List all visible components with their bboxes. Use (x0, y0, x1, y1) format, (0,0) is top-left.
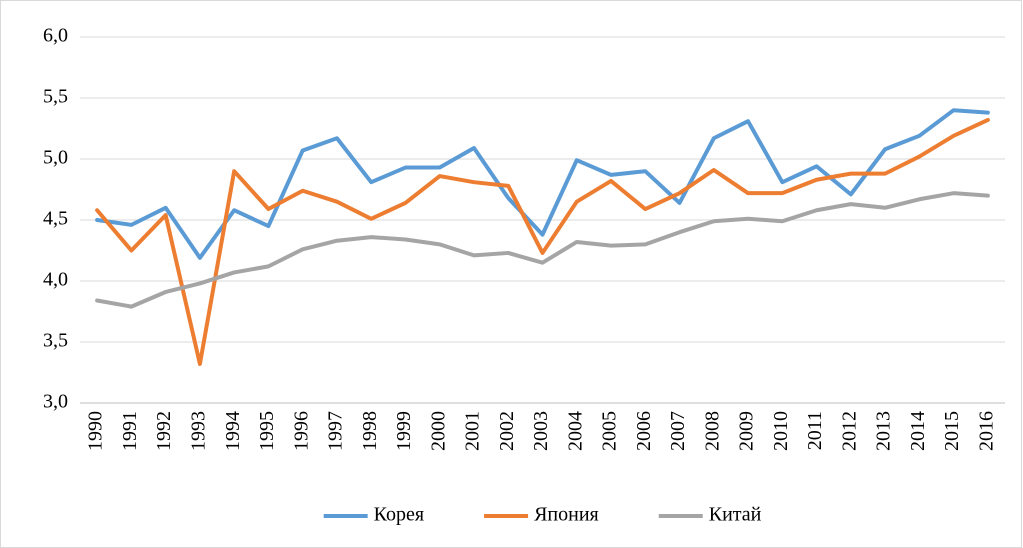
series-line (95, 117, 990, 366)
x-tick-label: 1994 (222, 411, 244, 451)
x-tick-label: 1993 (188, 411, 210, 451)
x-tick-label: 2003 (530, 411, 552, 451)
y-tick-label: 5,5 (43, 86, 68, 108)
y-tick-label: 6,0 (43, 25, 68, 47)
x-tick-label: 1992 (153, 411, 175, 451)
x-tick-label: 2008 (701, 411, 723, 451)
x-tick-label: 1991 (119, 411, 141, 451)
x-tick-label: 1996 (290, 411, 312, 451)
x-tick-label: 2010 (770, 411, 792, 451)
legend-label: Корея (374, 504, 424, 526)
x-tick-label: 1990 (85, 411, 107, 451)
x-tick-label: 2009 (736, 411, 758, 451)
y-tick-label: 4,5 (43, 208, 68, 230)
x-tick-label: 2016 (975, 411, 997, 451)
x-tick-label: 2002 (496, 411, 518, 451)
x-tick-label: 2007 (667, 411, 689, 451)
x-tick-label: 2006 (633, 411, 655, 451)
x-tick-label: 2012 (838, 411, 860, 451)
x-tick-label: 2011 (804, 411, 826, 450)
x-tick-label: 2004 (564, 411, 586, 451)
y-tick-label: 3,5 (43, 330, 68, 352)
x-tick-label: 2013 (873, 411, 895, 451)
x-tick-label: 1995 (256, 411, 278, 451)
x-tick-label: 2014 (907, 411, 929, 451)
legend-label: Китай (709, 504, 762, 526)
y-tick-label: 5,0 (43, 147, 68, 169)
y-tick-label: 4,0 (43, 269, 68, 291)
x-tick-label: 2001 (462, 411, 484, 451)
series-line (95, 191, 990, 309)
series-line (95, 108, 990, 260)
x-tick-label: 2000 (427, 411, 449, 451)
x-tick-label: 2015 (941, 411, 963, 451)
x-tick-label: 1997 (325, 411, 347, 451)
legend-label: Япония (534, 504, 599, 526)
x-tick-label: 1999 (393, 411, 415, 451)
x-tick-label: 1998 (359, 411, 381, 451)
y-tick-label: 3,0 (43, 391, 68, 413)
x-tick-label: 2005 (599, 411, 621, 451)
